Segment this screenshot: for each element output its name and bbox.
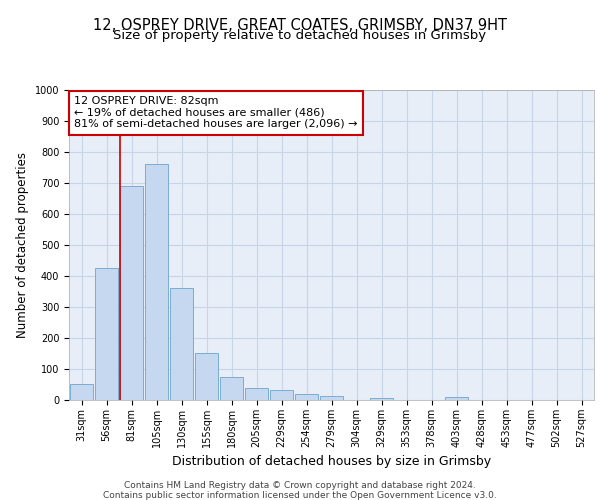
X-axis label: Distribution of detached houses by size in Grimsby: Distribution of detached houses by size … [172,456,491,468]
Bar [195,352,218,400]
Bar [370,398,393,400]
Text: 12 OSPREY DRIVE: 82sqm
← 19% of detached houses are smaller (486)
81% of semi-de: 12 OSPREY DRIVE: 82sqm ← 19% of detached… [74,96,358,130]
Bar [95,268,118,400]
Bar [70,384,93,400]
Bar [145,164,168,400]
Bar [220,377,243,400]
Y-axis label: Number of detached properties: Number of detached properties [16,152,29,338]
Text: Contains HM Land Registry data © Crown copyright and database right 2024.: Contains HM Land Registry data © Crown c… [124,481,476,490]
Text: Size of property relative to detached houses in Grimsby: Size of property relative to detached ho… [113,29,487,42]
Bar [120,186,143,400]
Bar [320,396,343,400]
Bar [270,390,293,400]
Bar [445,397,468,400]
Bar [295,394,318,400]
Bar [245,388,268,400]
Text: Contains public sector information licensed under the Open Government Licence v3: Contains public sector information licen… [103,491,497,500]
Bar [170,288,193,400]
Text: 12, OSPREY DRIVE, GREAT COATES, GRIMSBY, DN37 9HT: 12, OSPREY DRIVE, GREAT COATES, GRIMSBY,… [93,18,507,32]
